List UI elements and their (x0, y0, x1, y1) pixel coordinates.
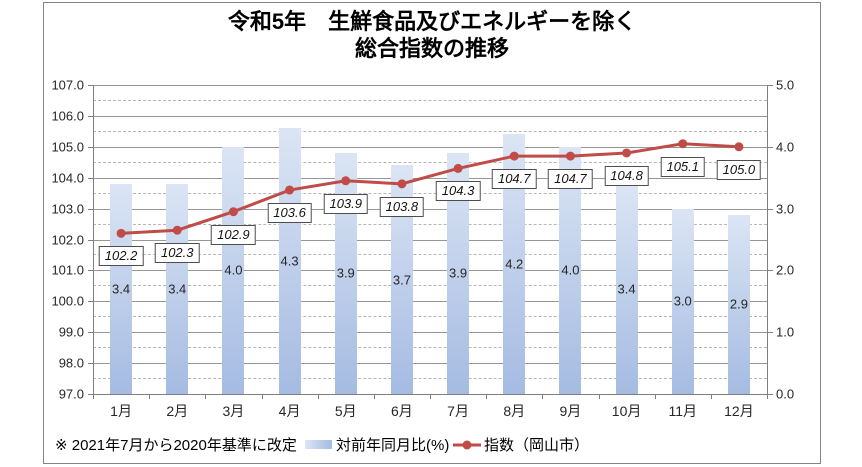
legend-label-line-series: 指数（岡山市） (484, 437, 590, 454)
legend-label-bar-series: 対前年同月比(%) (336, 437, 450, 454)
chart-title-line2: 総合指数の推移 (354, 36, 509, 61)
chart-frame (43, 2, 821, 464)
bar-series-swatch-icon (305, 440, 332, 449)
revision-note: ※ 2021年7月から2020年基準に改定 (55, 437, 297, 454)
chart-title-line1: 令和5年 生鮮食品及びエネルギーを除く (227, 9, 637, 34)
chart-title: 令和5年 生鮮食品及びエネルギーを除く 総合指数の推移 (43, 8, 821, 62)
legend-item-line-series: 指数（岡山市） (452, 434, 589, 455)
legend-item-bar-series: 対前年同月比(%) (305, 434, 449, 455)
line-series-swatch-icon (453, 440, 481, 449)
